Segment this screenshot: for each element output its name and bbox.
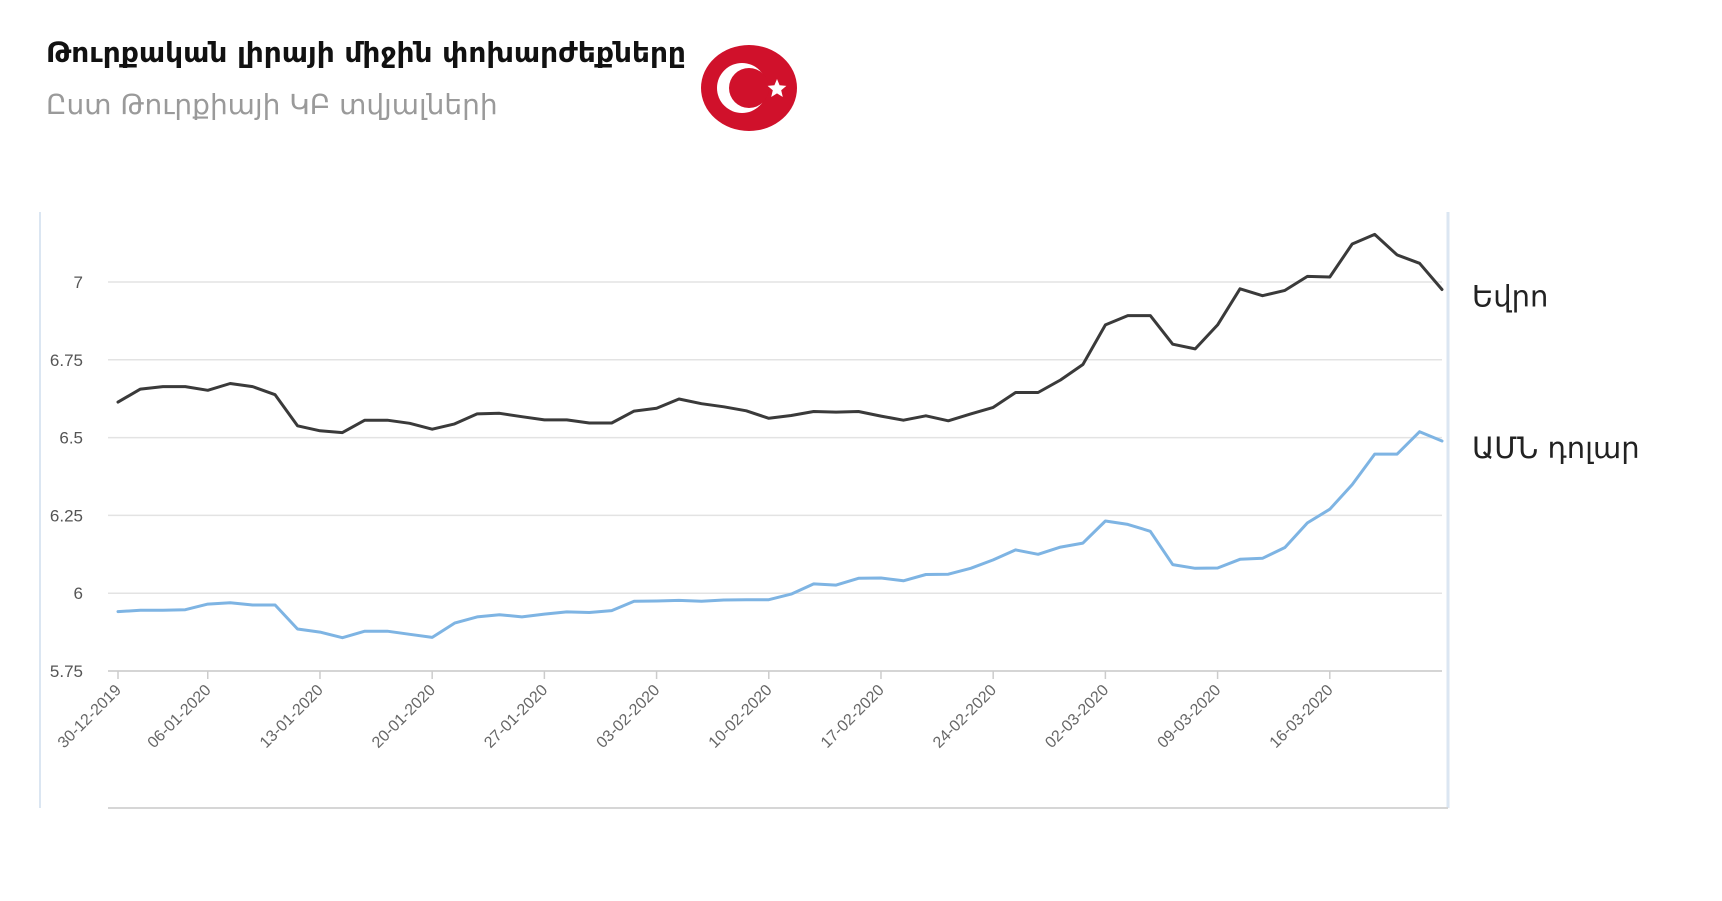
series-line-0 [116,232,1444,435]
chart-subtitle: Ըստ Թուրքիայի ԿԲ տվյալների [46,88,498,121]
series-label-1: ԱՄՆ դոլար [1472,431,1640,465]
y-tick-label: 6.5 [59,429,83,448]
x-tick-label: 13-01-2020 [257,682,327,752]
x-tick-label: 16-03-2020 [1267,682,1337,752]
x-tick-label: 09-03-2020 [1155,682,1225,752]
x-axis: 30-12-2019 06-01-2020 13-01-2020 20-01-2020… [55,670,1442,752]
x-tick-label: 10-02-2020 [706,682,776,752]
y-tick-label: 5.75 [50,662,83,681]
x-tick-label: 30-12-2019 [55,682,125,752]
turkey-flag-icon [701,45,797,131]
series-line-1 [116,430,1444,640]
y-tick-label: 6.25 [50,506,83,525]
x-tick-label: 02-03-2020 [1042,682,1112,752]
series-label-0: Եվրո [1472,279,1548,313]
chart-frame [39,212,1450,809]
gridlines [108,281,1442,672]
series-lines [116,232,1444,640]
y-tick-label: 6.75 [50,351,83,370]
x-tick-label: 20-01-2020 [369,682,439,752]
y-tick-label: 7 [74,273,83,292]
y-axis-ticks: 5.75 6 6.25 6.5 6.75 7 [50,273,83,681]
chart-title: Թուրքական լիրայի միջին փոխարժեքները [46,36,686,69]
series-labels: Եվրո ԱՄՆ դոլար [1472,279,1640,465]
x-tick-label: 27-01-2020 [481,682,551,752]
x-tick-label: 06-01-2020 [145,682,215,752]
x-tick-label: 17-02-2020 [818,682,888,752]
x-tick-label: 03-02-2020 [594,682,664,752]
x-tick-label: 24-02-2020 [930,682,1000,752]
y-tick-label: 6 [74,584,83,603]
